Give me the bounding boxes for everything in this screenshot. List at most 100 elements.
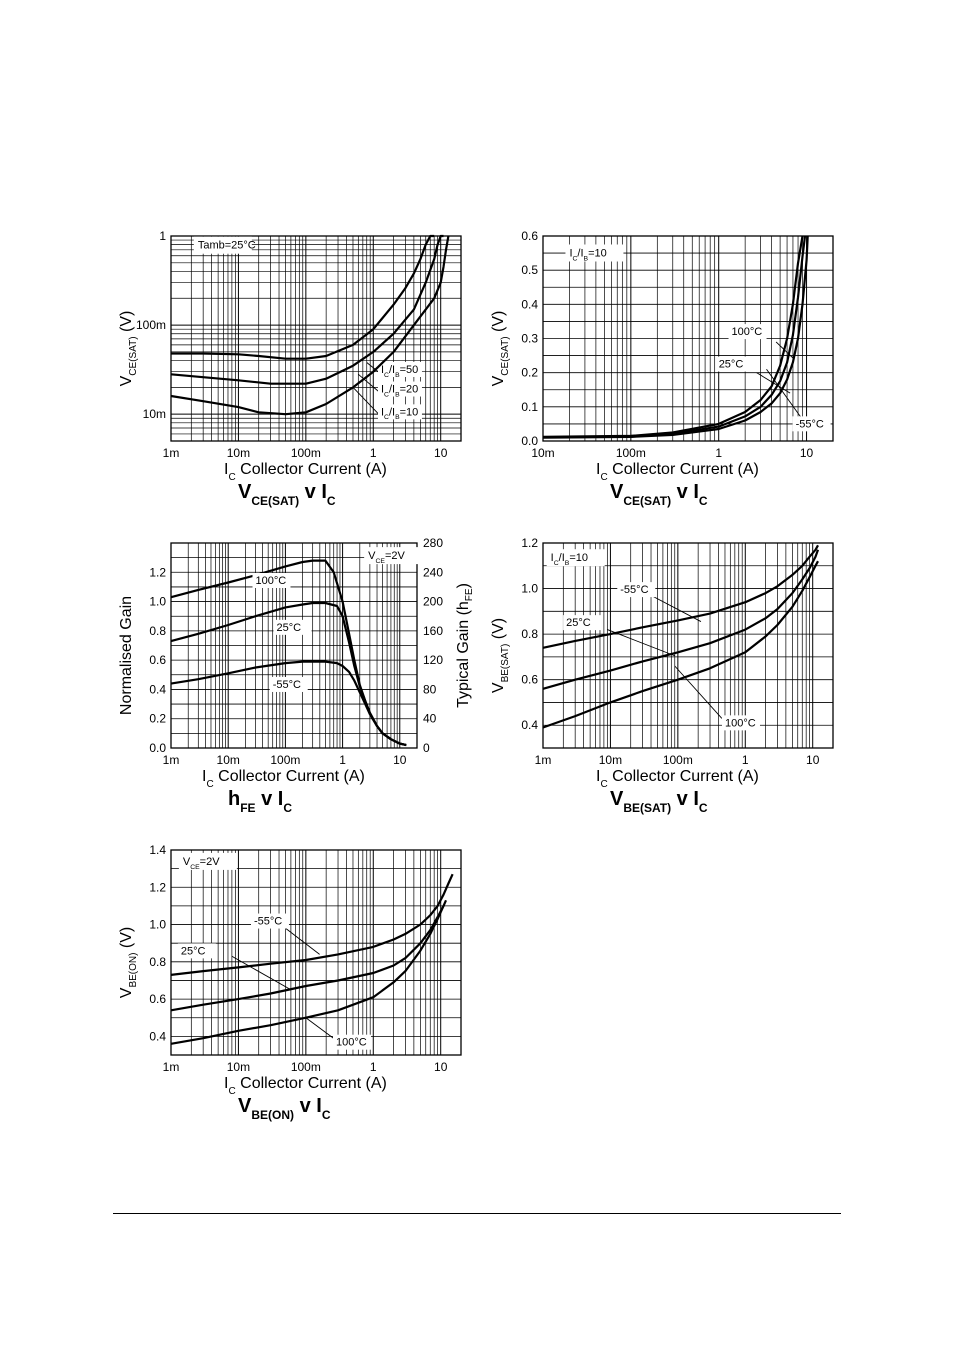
series-line [170,235,450,416]
series-line [170,905,445,1045]
y-tick-label: 10m [143,407,166,421]
series-label-bg [377,361,422,377]
chart-vcesat_ratio: Tamb=25°C IC/IB=50 IC/IB=20 IC/IB=10 1m 10m 10… [118,229,462,508]
y-tick-label: 1.0 [149,918,166,932]
label-leader [305,1017,337,1041]
series-line [542,235,809,439]
condition-note: IC/IB=10 [569,248,606,263]
y-tick-label: 100m [136,318,166,332]
series-label-bg [721,715,760,731]
y-tick-label: 0.4 [149,682,166,696]
chart-vbesat: IC/IB=10 -55°C 25°C 100°C 1m 10m 100m 1 10 0.4 0.6… [490,536,834,815]
y2-tick-label: 280 [423,536,443,550]
y-tick-label: 0.6 [149,653,166,667]
series-label: 100°C [725,717,756,729]
y-tick-label: 0.8 [149,624,166,638]
y-axis-label: Normalised Gain [118,596,135,715]
y-tick-label: 1.0 [521,582,538,596]
chart-vbeon: VCE=2V -55°C 25°C 100°C 1m 10m 100m 1 10 0.4 0.6 0.… [118,843,462,1122]
y2-tick-label: 120 [423,653,443,667]
x-tick-label: 1 [742,753,749,767]
chart-title: VCE(SAT) v IC [610,481,708,508]
y2-tick-label: 160 [423,624,443,638]
series-label: 25°C [277,622,302,634]
series-line [171,234,435,360]
x-tick-label: 1 [370,1060,377,1074]
series-label-bg [728,324,767,340]
x-tick-label: 100m [663,753,693,767]
series-label-bg [792,416,831,432]
series-label-bg [377,404,422,420]
x-axis-label: IC Collector Current (A) [224,1075,387,1097]
y-tick-label: 0.2 [149,712,166,726]
y-tick-label: 0.5 [521,263,538,277]
x-tick-label: 1m [163,446,180,460]
series-label-bg [377,381,422,397]
series-label-bg [177,943,216,959]
series-label-bg [269,676,308,692]
series-label: 25°C [566,617,591,629]
y-axis-label: VCE(SAT) (V) [118,311,139,387]
x-tick-label: 100m [291,446,321,460]
condition-note: Tamb=25°C [198,240,256,252]
y-tick-label: 1.4 [149,843,166,857]
series-label: IC/IB=10 [381,406,418,421]
plot-frame [542,235,834,442]
x-axis-label: IC Collector Current (A) [224,461,387,483]
label-leader [756,372,791,394]
y-tick-label: 0.6 [149,992,166,1006]
y-tick-label: 1.2 [149,880,166,894]
footer-rule [113,1213,841,1214]
y2-tick-label: 40 [423,712,437,726]
series-label: -55°C [796,418,824,430]
condition-note: VCE=2V [368,550,405,565]
note-bg [565,244,624,262]
series-line [542,560,819,729]
y-tick-label: 0.0 [149,741,166,755]
note-bg [364,547,423,565]
x-tick-label: 1 [370,446,377,460]
x-tick-label: 100m [291,1060,321,1074]
chart-hfe: VCE=2V 100°C 25°C -55°C 1m 10m 100m 1 10 0.0 0.2 0.… [118,536,475,815]
plot-frame [170,542,418,749]
series-label-bg [333,1034,372,1050]
y2-tick-label: 80 [423,682,437,696]
x-tick-label: 10m [531,446,554,460]
grid-lines [542,235,834,442]
label-leader [650,594,702,622]
y-axis-label: VBE(SAT) (V) [490,618,511,693]
y-tick-label: 0.6 [521,673,538,687]
x-tick-label: 10m [227,446,250,460]
series-label: 100°C [336,1037,367,1049]
x-axis-label: IC Collector Current (A) [202,768,365,790]
note-bg [178,852,237,870]
series-label: -55°C [273,679,301,691]
plot-frame [170,235,462,442]
series-label: IC/IB=20 [381,384,418,399]
x-tick-label: 1m [163,1060,180,1074]
y2-tick-label: 240 [423,565,443,579]
x-tick-label: 10 [393,753,407,767]
x-axis-label: IC Collector Current (A) [596,461,759,483]
grid-lines [542,542,834,749]
series-label-bg [715,356,754,372]
label-leader [674,665,723,719]
y-tick-label: 0.4 [521,297,538,311]
y-tick-label: 0.2 [521,366,538,380]
x-tick-label: 10 [434,446,448,460]
y2-tick-label: 200 [423,595,443,609]
series-label: -55°C [254,916,282,928]
series-label-bg [273,619,312,635]
series-line [542,235,804,438]
chart-title: hFE v IC [228,788,292,815]
y-axis-label: VCE(SAT) (V) [490,311,511,387]
y2-axis-label: Typical Gain (hFE) [455,583,475,708]
plot-frame [170,849,462,1056]
y-tick-label: 1.0 [149,595,166,609]
x-tick-label: 10m [217,753,240,767]
y-tick-label: 0.8 [521,627,538,641]
x-tick-label: 10m [599,753,622,767]
series-label: -55°C [620,584,648,596]
x-tick-label: 1 [339,753,346,767]
